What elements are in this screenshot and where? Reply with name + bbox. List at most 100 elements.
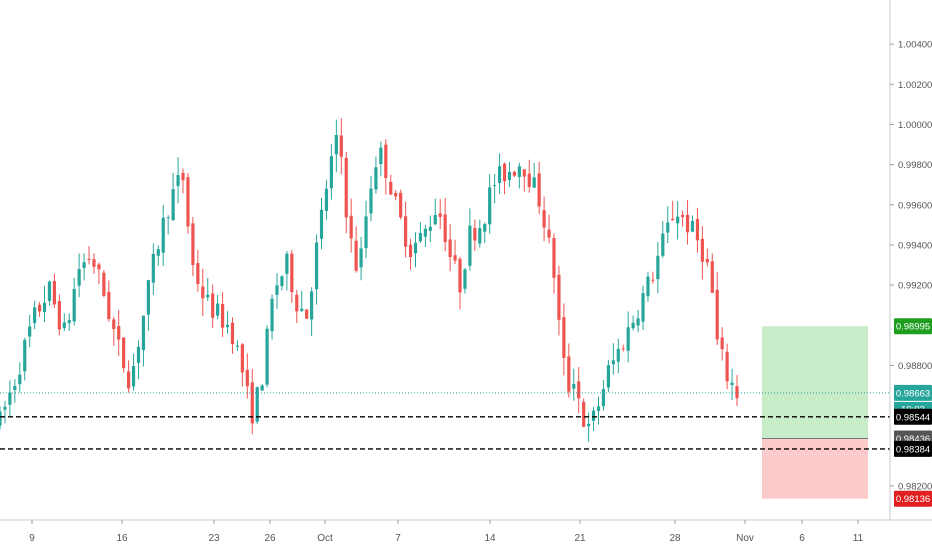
candle-body bbox=[136, 346, 141, 363]
candle-body bbox=[216, 303, 220, 316]
candle-body bbox=[92, 259, 96, 267]
candle-body bbox=[572, 383, 576, 389]
candle-body bbox=[245, 369, 249, 387]
candle-body bbox=[250, 382, 254, 424]
candle-body bbox=[225, 324, 230, 328]
candle-body bbox=[577, 381, 581, 399]
candle-body bbox=[418, 233, 423, 242]
candle-body bbox=[171, 189, 175, 221]
candle-body bbox=[146, 280, 150, 315]
x-tick-label: 7 bbox=[395, 533, 401, 544]
candle-body bbox=[295, 294, 299, 312]
candle-body bbox=[562, 317, 566, 358]
candle-body bbox=[448, 239, 452, 258]
candle-body bbox=[443, 214, 447, 243]
x-tick-label: 11 bbox=[853, 533, 864, 544]
candle-body bbox=[700, 238, 704, 262]
candle-body bbox=[275, 285, 279, 295]
x-tick-label: 26 bbox=[264, 533, 276, 544]
x-tick-label: 14 bbox=[484, 533, 496, 544]
candle-body bbox=[483, 224, 487, 232]
candle-body bbox=[695, 219, 700, 241]
x-tick-label: 28 bbox=[669, 533, 681, 544]
candle-body bbox=[399, 192, 403, 218]
candle-body bbox=[270, 298, 274, 332]
profit-zone bbox=[762, 326, 868, 439]
candle-body bbox=[339, 135, 343, 157]
candle-body bbox=[705, 259, 709, 263]
candle-body bbox=[394, 193, 398, 197]
candle-body bbox=[166, 217, 170, 219]
candle-body bbox=[87, 258, 91, 260]
candle-body bbox=[107, 291, 111, 320]
x-tick-label: 6 bbox=[799, 533, 805, 544]
candle-body bbox=[690, 220, 695, 232]
current-price-label-bg bbox=[894, 384, 932, 401]
candle-body bbox=[636, 318, 640, 326]
x-tick-label: 16 bbox=[116, 533, 128, 544]
candle-body bbox=[319, 209, 324, 239]
loss-zone bbox=[762, 438, 868, 499]
candle-body bbox=[671, 218, 675, 221]
candle-body bbox=[324, 188, 329, 211]
candle-body bbox=[522, 169, 526, 177]
candle-body bbox=[314, 242, 319, 290]
level-lower-label-bg bbox=[894, 440, 932, 457]
candle-body bbox=[364, 216, 368, 249]
candle-body bbox=[72, 288, 76, 322]
candle-body bbox=[557, 274, 561, 320]
candle-body bbox=[310, 291, 314, 320]
candle-body bbox=[3, 406, 7, 410]
candle-body bbox=[33, 307, 37, 324]
candle-body bbox=[408, 244, 413, 257]
y-tick-label: 1.00400 bbox=[898, 40, 932, 51]
candle-body bbox=[28, 326, 32, 337]
candle-body bbox=[646, 276, 650, 297]
take-profit-label: 0.98995 bbox=[896, 322, 930, 333]
candle-body bbox=[680, 214, 685, 217]
candle-body bbox=[220, 303, 225, 328]
candle-body bbox=[582, 401, 586, 427]
candle-body bbox=[547, 229, 551, 238]
candle-body bbox=[403, 216, 408, 247]
level-upper-label: 0.98544 bbox=[896, 412, 930, 423]
candle-body bbox=[488, 187, 492, 225]
candle-body bbox=[606, 365, 610, 388]
take-profit-label-bg bbox=[894, 318, 932, 335]
candle-body bbox=[725, 351, 729, 382]
candle-body bbox=[552, 237, 556, 278]
candle-body bbox=[290, 253, 294, 293]
candle-body bbox=[211, 293, 215, 318]
candle-body bbox=[710, 261, 714, 293]
candle-body bbox=[542, 210, 546, 228]
candle-body bbox=[428, 226, 432, 231]
candle-body bbox=[507, 171, 512, 180]
candle-body bbox=[127, 371, 131, 389]
candle-body bbox=[621, 348, 625, 350]
candle-body bbox=[641, 293, 645, 322]
candle-body bbox=[493, 185, 497, 187]
candle-body bbox=[305, 309, 309, 319]
candle-body bbox=[596, 406, 601, 411]
y-tick-label: 0.98200 bbox=[898, 481, 932, 492]
risk-reward-zones bbox=[762, 326, 868, 499]
x-tick-label: 21 bbox=[574, 533, 586, 544]
x-tick-label: 23 bbox=[208, 533, 220, 544]
candle-body bbox=[473, 228, 477, 241]
candle-body bbox=[240, 344, 244, 373]
candle-body bbox=[122, 337, 126, 369]
level-lower-label: 0.98384 bbox=[896, 444, 930, 455]
candle-body bbox=[42, 302, 47, 313]
level-upper-label-bg bbox=[894, 408, 932, 425]
candle-body bbox=[117, 326, 121, 340]
candle-body bbox=[280, 276, 284, 287]
price-labels: 0.989950.9866319:020.985440.984360.98384… bbox=[894, 318, 932, 507]
candle-body bbox=[141, 315, 146, 350]
candle-body bbox=[666, 222, 670, 233]
candle-body bbox=[206, 294, 210, 298]
candle-body bbox=[512, 171, 517, 176]
candle-body bbox=[651, 279, 655, 281]
candle-body bbox=[255, 387, 259, 422]
